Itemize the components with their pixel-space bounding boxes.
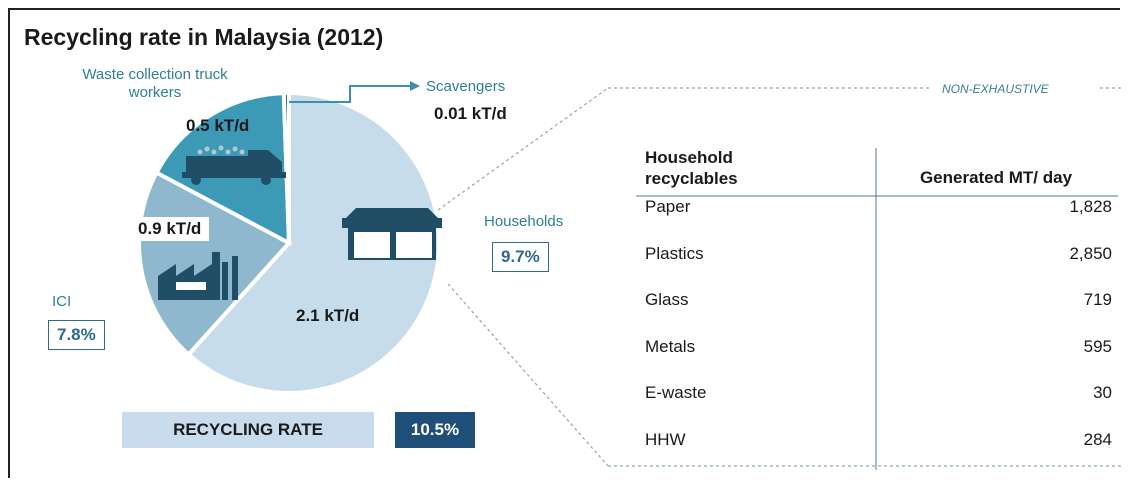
- figure-frame: [8, 8, 1120, 478]
- table-header-recyclables: Household recyclables: [645, 148, 738, 188]
- value-truck-workers: 0.5 kT/d: [186, 116, 250, 135]
- table-header-generated: Generated MT/ day: [919, 168, 1073, 187]
- household-icon: [342, 208, 442, 260]
- pie-slice-scavengers: [281, 90, 291, 244]
- table-row-name: E-waste: [645, 383, 707, 402]
- table-row-value: 2,850: [1069, 243, 1112, 263]
- value-households: 2.1 kT/d: [296, 306, 360, 325]
- percent-ici: 7.8%: [48, 320, 105, 350]
- non-exhaustive-note: NON-EXHAUSTIVE: [942, 82, 1049, 96]
- table-row-value: 595: [1083, 336, 1112, 356]
- factory-icon: [158, 252, 238, 300]
- label-truck-workers: Waste collection truck workers: [82, 66, 228, 101]
- value-ici: 0.9 kT/d: [130, 217, 210, 241]
- table-row-value: 719: [1083, 290, 1112, 309]
- table-row-name: Metals: [645, 336, 696, 356]
- pie-slice-households: [185, 90, 441, 395]
- percent-households: 9.7%: [492, 242, 549, 272]
- zoom-connector-top: [437, 87, 609, 211]
- table-row-name: Plastics: [645, 243, 704, 263]
- label-scavengers: Scavengers: [426, 78, 506, 95]
- chart-title: Recycling rate in Malaysia (2012): [24, 24, 384, 50]
- table-row-value: 1,828: [1069, 197, 1112, 216]
- table-row-name: HHW: [645, 429, 686, 449]
- recycling-rate-value: 10.5%: [395, 412, 475, 448]
- value-scavengers: 0.01 kT/d: [434, 104, 507, 123]
- recycling-rate-label: RECYCLING RATE: [122, 412, 374, 448]
- truck-icon: [182, 145, 286, 185]
- table-row-name: Paper: [645, 197, 691, 216]
- zoom-connector-bottom: [447, 283, 609, 467]
- table-row-name: Glass: [645, 290, 689, 309]
- scavengers-arrow: [289, 85, 410, 103]
- table-row-value: 284: [1083, 429, 1112, 449]
- table-row-value: 30: [1093, 383, 1112, 402]
- label-ici: ICI: [52, 293, 72, 310]
- label-households: Households: [484, 213, 564, 230]
